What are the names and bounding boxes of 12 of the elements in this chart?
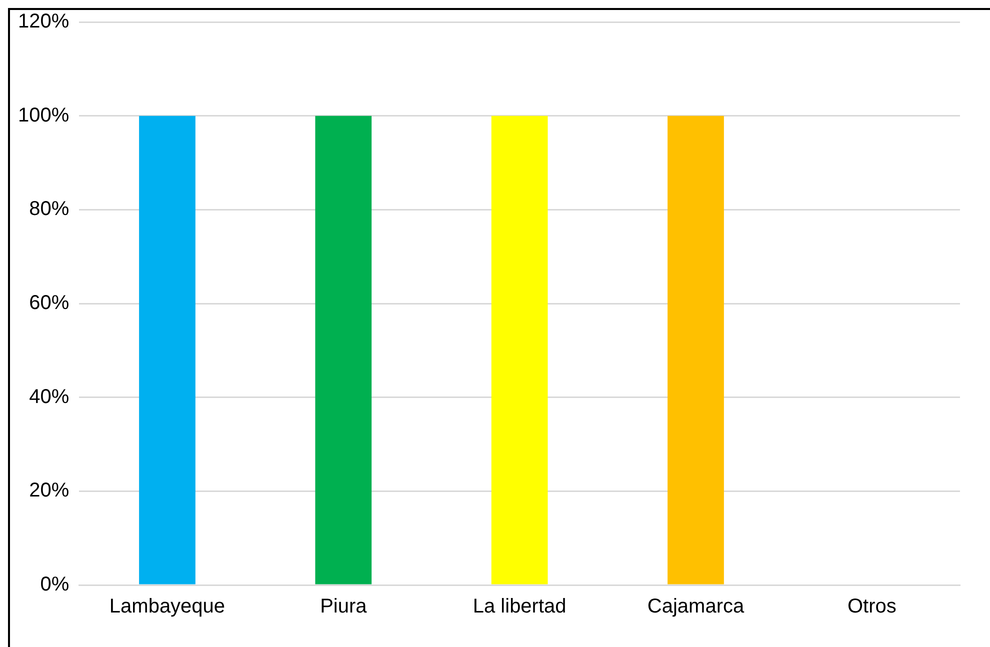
y-tick-label: 80% <box>29 198 70 220</box>
y-tick-label: 120% <box>18 10 70 33</box>
y-tick-label: 20% <box>29 480 70 502</box>
x-tick-label: Otros <box>847 596 896 618</box>
y-tick-label: 0% <box>40 574 70 596</box>
y-tick-label: 100% <box>18 104 70 126</box>
x-tick-label: La libertad <box>472 596 566 618</box>
x-tick-label: Cajamarca <box>647 596 745 618</box>
y-tick-label: 40% <box>29 386 70 408</box>
x-tick-label: Lambayeque <box>109 596 226 618</box>
x-tick-label: Piura <box>320 596 368 618</box>
y-tick-label: 60% <box>29 292 70 314</box>
